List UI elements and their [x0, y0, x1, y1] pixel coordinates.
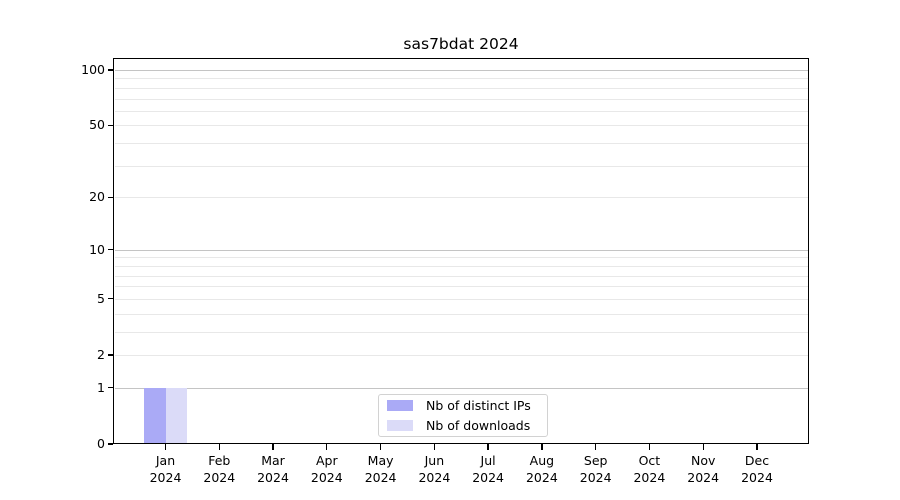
x-tick-year: 2024 [741, 470, 773, 485]
x-tick-year: 2024 [418, 470, 451, 485]
gridline-minor [115, 125, 808, 127]
y-tick-mark [108, 249, 113, 251]
x-tick-label: Jul 2024 [448, 452, 528, 486]
x-tick-year: 2024 [633, 470, 666, 485]
bar-distinct-ips-jan [144, 387, 166, 444]
legend-label: Nb of downloads [426, 418, 531, 433]
x-tick-month: Nov [690, 453, 716, 468]
y-tick-mark [108, 196, 113, 198]
legend-entry: Nb of downloads [379, 417, 547, 435]
gridline-minor [115, 298, 808, 300]
x-tick-label: Jan 2024 [126, 452, 206, 486]
x-tick-month: Jul [480, 453, 496, 468]
x-tick-mark [379, 444, 382, 450]
plot-area [113, 58, 809, 444]
x-tick-year: 2024 [525, 470, 558, 485]
y-tick-mark [108, 69, 113, 71]
y-tick-label: 100 [81, 62, 105, 77]
gridline-minor [115, 78, 808, 80]
x-tick-mark [272, 444, 274, 450]
y-tick-mark [108, 443, 113, 445]
x-tick-label: Dec 2024 [717, 452, 797, 486]
legend-swatch [387, 400, 413, 411]
legend: Nb of distinct IPs Nb of downloads [378, 394, 548, 437]
x-tick-label: Apr 2024 [287, 452, 367, 486]
y-tick-label: 20 [89, 189, 105, 205]
y-tick-label: 1 [97, 379, 105, 395]
gridline-major [115, 70, 808, 71]
x-tick-month: Feb [208, 453, 231, 468]
x-tick-mark [326, 444, 328, 450]
x-tick-month: May [367, 453, 394, 468]
x-tick-mark [433, 444, 436, 450]
gridline-minor [115, 265, 808, 267]
x-tick-label: Oct 2024 [609, 452, 689, 486]
gridline-minor [115, 286, 808, 288]
y-tick-mark [108, 298, 113, 300]
gridline-minor [115, 257, 808, 259]
x-tick-month: Apr [315, 453, 338, 468]
y-tick-label: 5 [97, 290, 105, 306]
x-tick-month: Jun [424, 453, 445, 468]
gridline-minor [115, 331, 808, 333]
x-tick-month: Mar [261, 453, 285, 468]
x-tick-year: 2024 [472, 470, 504, 485]
x-tick-label: Aug 2024 [502, 452, 582, 486]
y-tick-mark [108, 124, 113, 127]
x-tick-year: 2024 [687, 470, 720, 485]
gridline-minor [115, 98, 808, 100]
gridline-minor [115, 275, 808, 277]
x-tick-month: Dec [744, 453, 770, 468]
y-tick-label: 50 [89, 117, 105, 133]
y-tick-label: 0 [97, 436, 105, 451]
gridline-minor [115, 87, 808, 89]
x-tick-month: Oct [638, 453, 661, 468]
gridline-major [115, 387, 808, 389]
x-tick-mark [648, 444, 651, 450]
gridline-minor [115, 110, 808, 112]
x-tick-label: Feb 2024 [179, 452, 259, 486]
y-tick-label: 2 [97, 347, 105, 362]
x-tick-year: 2024 [579, 470, 612, 485]
gridline-minor [115, 355, 808, 356]
x-tick-label: May 2024 [341, 452, 421, 486]
x-tick-mark [756, 444, 758, 450]
y-tick-mark [108, 354, 113, 356]
gridline-minor [115, 143, 808, 145]
bar-downloads-jan [165, 387, 187, 444]
gridline-major [115, 249, 808, 251]
gridline-minor [115, 313, 808, 315]
x-tick-mark [595, 444, 597, 450]
legend-swatch [387, 420, 413, 431]
x-tick-year: 2024 [310, 470, 343, 485]
x-tick-year: 2024 [364, 470, 397, 485]
x-tick-year: 2024 [149, 470, 182, 485]
gridline-minor [115, 197, 808, 199]
x-tick-label: Sep 2024 [556, 452, 636, 486]
x-tick-label: Mar 2024 [233, 452, 313, 486]
x-tick-mark [218, 444, 220, 450]
y-tick-label: 10 [89, 241, 105, 257]
x-tick-mark [487, 444, 489, 450]
x-tick-label: Nov 2024 [663, 452, 743, 486]
x-tick-month: Sep [583, 453, 608, 468]
x-tick-mark [702, 444, 704, 450]
x-tick-mark [164, 444, 167, 450]
x-tick-mark [541, 444, 543, 450]
gridline-minor [115, 165, 808, 167]
x-tick-month: Jan [155, 453, 176, 468]
x-tick-year: 2024 [203, 470, 236, 485]
legend-label: Nb of distinct IPs [426, 398, 531, 413]
y-tick-mark [108, 387, 113, 389]
x-tick-month: Aug [529, 453, 555, 468]
chart-title: sas7bdat 2024 [403, 35, 519, 53]
x-tick-year: 2024 [257, 470, 289, 485]
x-tick-label: Jun 2024 [394, 452, 474, 486]
legend-entry: Nb of distinct IPs [379, 397, 547, 415]
